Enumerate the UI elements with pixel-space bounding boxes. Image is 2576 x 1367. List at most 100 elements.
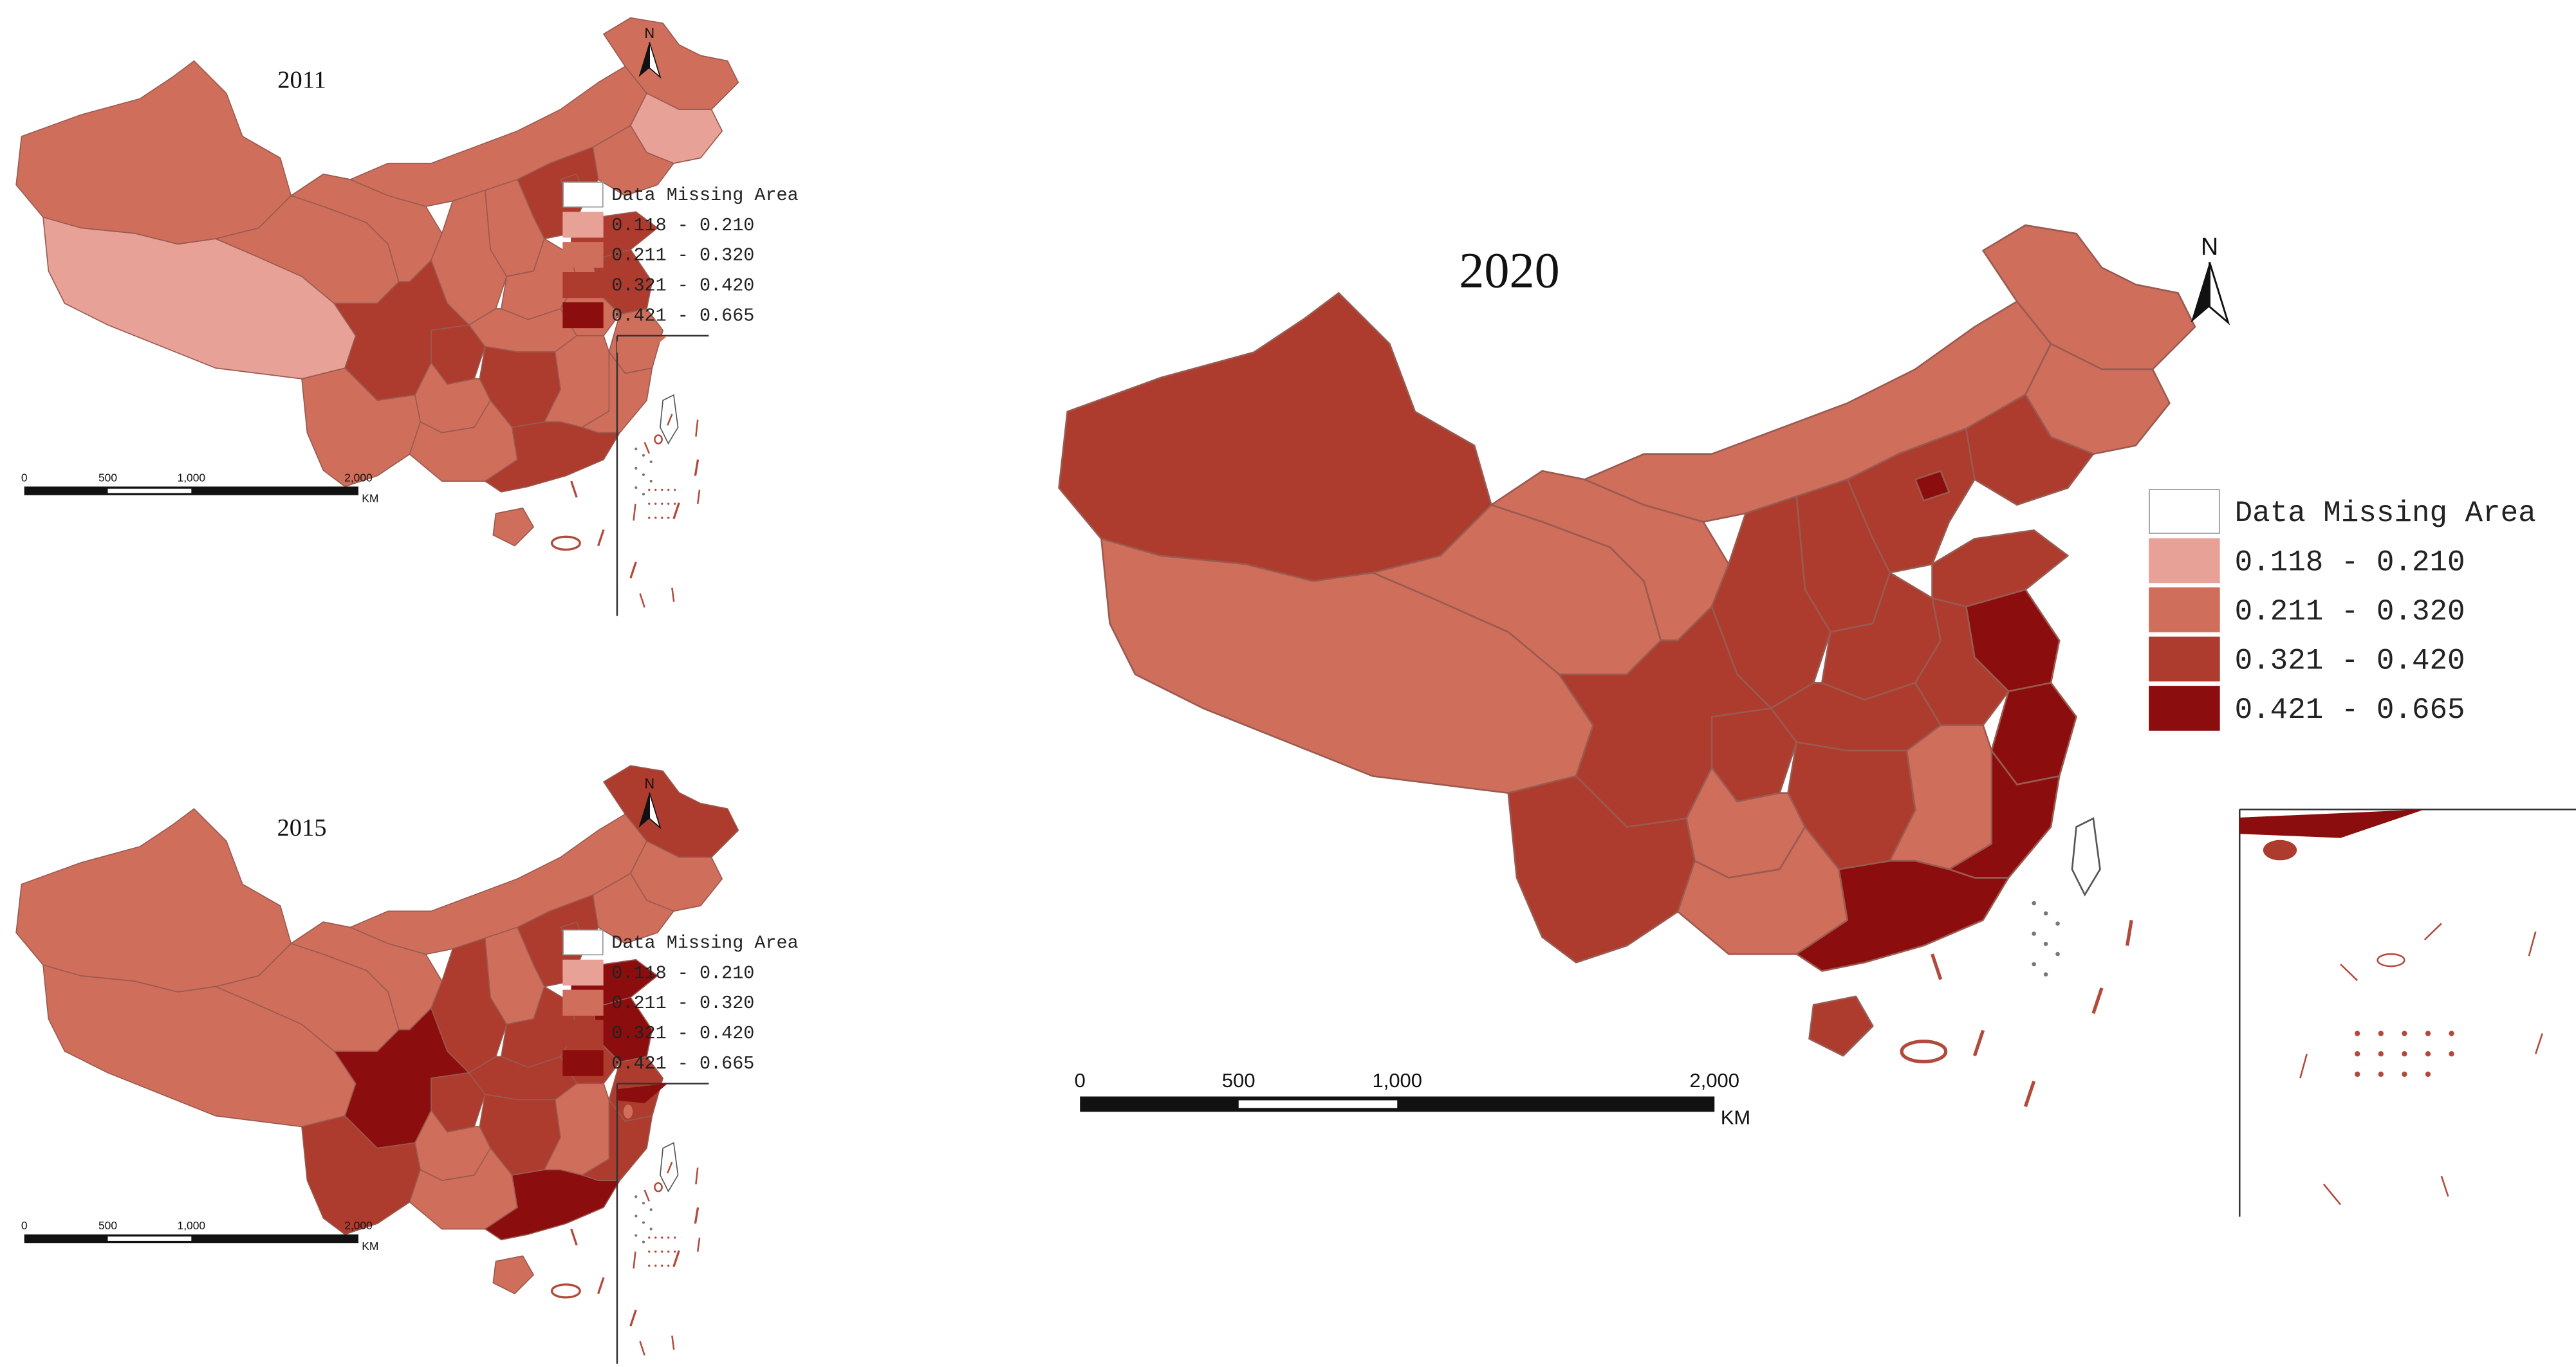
legend-item: 0.118 - 0.210 [562,959,754,986]
legend-swatch [2149,587,2220,632]
sea-border-dash [570,1228,578,1246]
legend-swatch [562,181,604,208]
inset-coast [616,1083,668,1103]
legend-swatch [562,242,604,268]
sea-border-dash [2091,987,2104,1014]
coastal-islet [635,1195,638,1198]
province-guangdong [484,1169,620,1241]
north-arrow-icon: N [2191,233,2230,326]
legend-item: 0.211 - 0.320 [562,989,754,1016]
coastal-islet [2032,962,2036,967]
island-outline [550,535,581,551]
inset-islet [667,502,670,505]
province-heilongjiang [603,17,739,110]
scale-tick-label: 1,000 [1373,1069,1422,1092]
scale-unit-label: KM [1721,1106,1750,1128]
province-hainan [1808,995,1874,1057]
legend-label: 0.211 - 0.320 [611,993,754,1014]
inset-border-dash [696,490,701,504]
map-panel-2020: Data Missing Area 0.118 - 0.210 0.211 - 0.… [1055,129,2576,1222]
inset-islet [661,1251,663,1253]
inset-border-dash [639,593,645,608]
coastal-islet [2043,972,2048,977]
north-label: N [644,25,654,41]
inset-border-dash [633,504,636,521]
scale-tick-label: 2,000 [1690,1069,1739,1092]
map-title-year: 2011 [277,67,326,94]
legend-label: Data Missing Area [611,932,798,953]
sea-border-dash [672,502,680,520]
sea-border-dash [597,529,605,547]
province-hainan [492,508,534,547]
north-arrow-left [2191,262,2210,323]
inset-islet [648,517,651,519]
inset-islet [661,488,663,491]
inset-islet [667,517,670,519]
legend-label: 0.321 - 0.420 [2235,644,2465,677]
legend-label: 0.118 - 0.210 [2235,546,2465,579]
inset-south-china-sea [616,335,709,616]
inset-islet [2425,1051,2431,1057]
legend-item: Data Missing Area [2149,489,2536,534]
sea-border-dash [2023,1080,2036,1108]
china-map-2011: Data Missing Area 0.118 - 0.210 0.211 - 0.… [15,17,799,616]
coastal-islet [642,1221,645,1224]
scale-tick-label: 0 [21,1219,28,1232]
china-map-2015: Data Missing Area 0.118 - 0.210 0.211 - 0.… [15,765,799,1364]
province-beijing [1914,470,1951,502]
inset-border-dash [667,1161,673,1174]
scale-bar-gap [107,1236,192,1241]
inset-islet [661,517,663,519]
inset-islet [2425,1071,2431,1078]
inset-border-dash [2340,963,2358,982]
inset-border-dash [644,1189,650,1202]
legend-label: 0.321 - 0.420 [611,275,754,297]
inset-border-dash [671,1335,675,1350]
inset-border-dash [696,1237,701,1252]
inset-islet [648,502,651,505]
coastal-islet [2032,931,2036,936]
legend-item: 0.321 - 0.420 [562,1020,754,1046]
north-label: N [2201,233,2218,260]
province-guangdong [484,421,620,493]
inset-islet [2425,1031,2431,1036]
coastal-islet [642,493,645,496]
sea-border-dash [629,562,637,579]
coastal-islet [642,1202,645,1205]
inset-border-dash [633,1251,636,1269]
legend-swatch [562,929,604,956]
sea-border-dash [2125,919,2133,946]
inset-islet [2378,1071,2384,1078]
legend-item: 0.421 - 0.665 [2149,686,2465,731]
scale-tick-label: 2,000 [344,1219,373,1232]
north-arrow-right [649,42,662,79]
inset-border-dash [671,587,675,602]
legend-item: 0.421 - 0.665 [562,302,754,329]
inset-border-dash [2535,1033,2543,1054]
inset-border-dash [695,1167,699,1185]
inset-islet [667,488,670,491]
legend-swatch [562,302,604,329]
coastal-islet [642,454,645,457]
inset-islet [667,1251,670,1253]
inset-islet [661,1236,663,1239]
sea-border-dash [694,459,700,476]
legend-item: Data Missing Area [562,181,799,208]
legend-item: 0.211 - 0.320 [562,242,754,268]
inset-south-china-sea [616,1083,709,1364]
inset-islet [2355,1051,2360,1057]
inset-islet [654,502,657,505]
inset-islet [661,502,663,505]
legend-swatch [562,212,604,238]
legend-label: 0.421 - 0.665 [611,306,754,327]
inset-border-dash [2299,1053,2308,1079]
province-layer [15,765,739,1326]
sea-border-dash [672,1250,680,1267]
sea-border-dash [597,1277,605,1294]
coastal-islet [2043,941,2048,946]
inset-islet [648,1236,651,1239]
legend-label: 0.118 - 0.210 [611,215,754,236]
scale-bar-gap [107,488,192,493]
province-xinjiang [15,808,292,993]
coastal-islet [642,1240,645,1243]
